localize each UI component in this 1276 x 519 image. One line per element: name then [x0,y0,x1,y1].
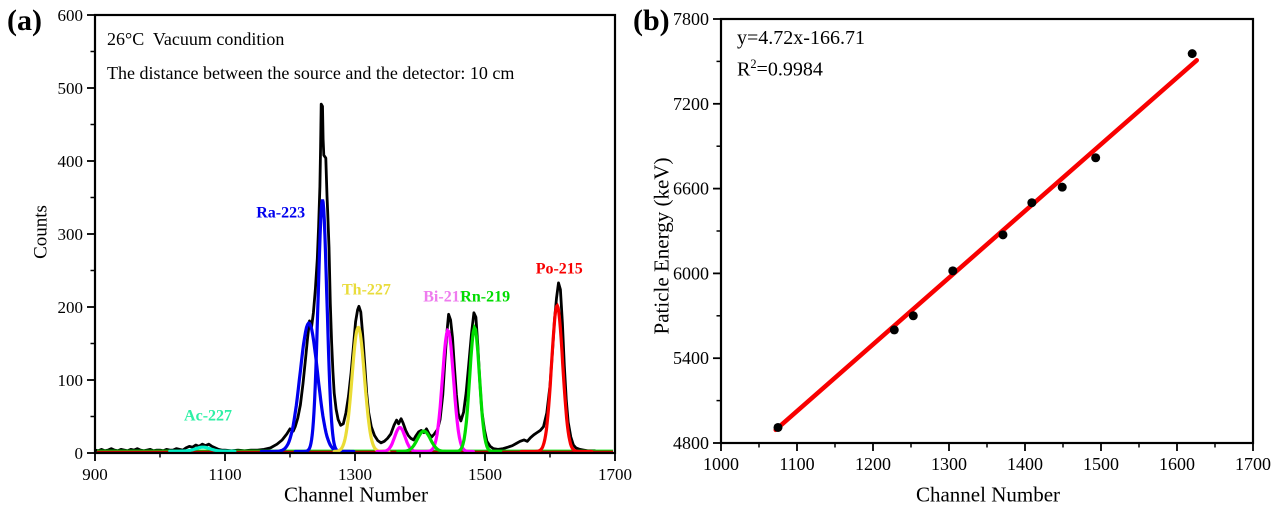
r-squared-value: =0.9984 [756,58,823,81]
calibration-axes: 1000 1100 1200 1300 1400 1500 1600 1700 4800 5400… [673,9,1271,474]
th-227-fit [332,325,391,454]
svg-text:900: 900 [82,465,108,484]
svg-text:1000: 1000 [703,454,739,474]
svg-text:1200: 1200 [855,454,891,474]
calibration-data-point [1091,153,1101,163]
spectrum-data-curve [94,102,596,453]
bi-211-fit [375,327,475,454]
peak-label-po-215: Po-215 [535,260,583,278]
po-215-fit [519,302,594,454]
svg-text:0: 0 [75,444,84,463]
svg-text:400: 400 [58,152,84,171]
ra-223-fit-2 [293,199,352,454]
r-squared-symbol: R [737,58,751,81]
calibration-fit-line [773,58,1200,433]
peak-label-rn-219: Rn-219 [460,288,511,306]
r-squared-exponent: 2 [750,57,757,71]
svg-text:1300: 1300 [338,465,372,484]
svg-text:1400: 1400 [1007,454,1043,474]
svg-text:1100: 1100 [779,454,814,474]
svg-text:300: 300 [58,225,84,244]
calibration-data-point [773,422,783,432]
svg-text:1700: 1700 [1235,454,1271,474]
y-axis-title-calibration: Paticle Energy (keV) [649,157,674,335]
svg-text:7200: 7200 [673,94,709,114]
svg-text:500: 500 [58,79,84,98]
x-axis-title-spectrum: Channel Number [283,482,429,507]
svg-text:100: 100 [58,371,84,390]
svg-text:7800: 7800 [673,9,709,29]
fit-r-squared: R2=0.9984 [737,58,823,80]
svg-text:4800: 4800 [673,433,709,453]
calibration-data-point [908,311,918,321]
calibration-data-point [889,325,899,335]
svg-text:1100: 1100 [208,465,241,484]
calibration-data-point [1057,182,1067,192]
svg-text:6000: 6000 [673,263,709,283]
svg-text:1700: 1700 [598,465,632,484]
panel-a-label: (a) [7,4,42,37]
spectrum-chart [94,102,614,454]
panel-b-label: (b) [633,4,670,37]
peak-label-ac-227: Ac-227 [184,407,233,425]
svg-text:1300: 1300 [931,454,967,474]
calibration-data-point [1187,49,1197,59]
fit-equation: y=4.72x-166.71 [737,27,865,49]
peak-label-ra-223: Ra-223 [256,204,306,222]
ac-227-fit [168,445,237,453]
svg-text:1600: 1600 [1159,454,1195,474]
x-axis-title-calibration: Channel Number [915,482,1061,507]
svg-text:200: 200 [58,298,84,317]
y-axis-title-spectrum: Counts [30,205,52,259]
svg-text:600: 600 [58,6,84,25]
rn-219-fit [396,323,503,454]
annotation-distance: The distance between the source and the … [107,63,515,83]
calibration-data-point [1027,198,1037,208]
spectrum-axes: 900 1100 1300 1500 1700 0 100 200 300 400 500 600 [58,6,633,484]
svg-text:1500: 1500 [468,465,502,484]
calibration-data-point [948,266,958,276]
svg-text:5400: 5400 [673,348,709,368]
svg-text:1500: 1500 [1083,454,1119,474]
calibration-chart [773,49,1200,433]
peak-label-bi-211: Bi-211 [423,288,467,306]
annotation-condition: 26°C Vacuum condition [107,29,285,49]
calibration-data-point [998,230,1008,240]
peak-label-th-227: Th-227 [342,281,391,299]
svg-text:6600: 6600 [673,179,709,199]
